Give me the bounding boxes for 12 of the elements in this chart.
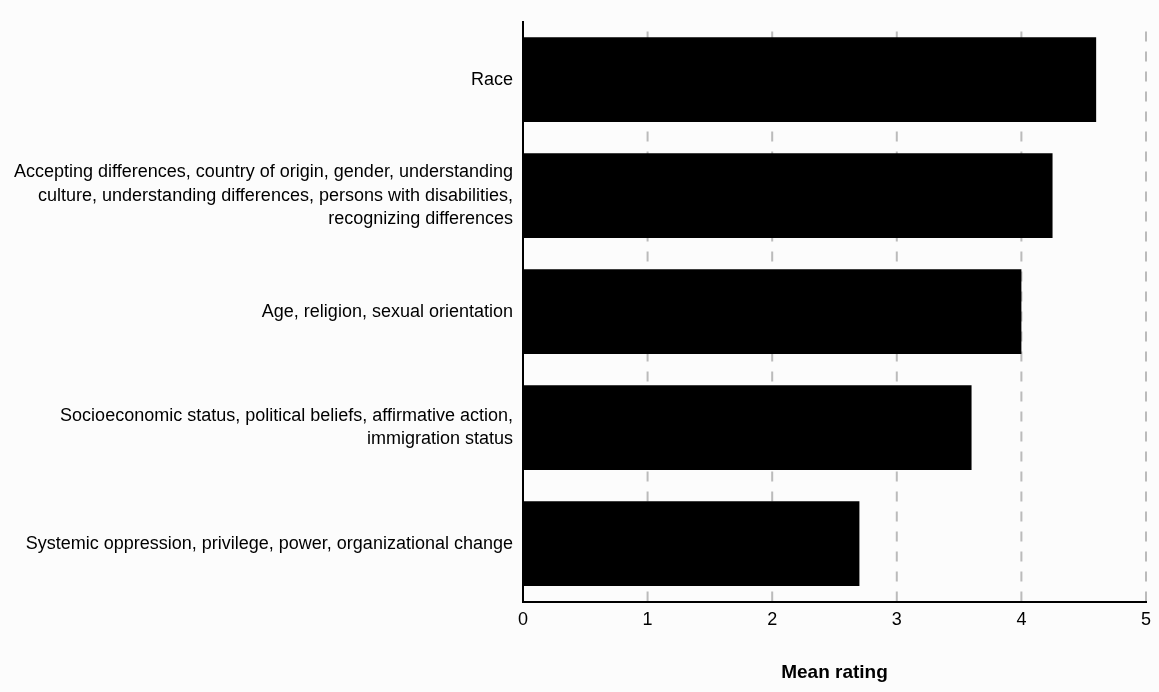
y-tick-label: Age, religion, sexual orientation xyxy=(261,300,513,321)
x-tick-label: 0 xyxy=(517,609,528,630)
x-tick-label: 2 xyxy=(767,609,778,630)
y-tick-label: Race xyxy=(470,68,513,89)
y-tick-label: Socioeconomic status, political beliefs, affirmative action, immigration status xyxy=(60,404,513,449)
x-axis-title: Mean rating xyxy=(781,660,888,682)
x-tick-label: 5 xyxy=(1140,609,1151,630)
x-tick-label: 1 xyxy=(642,609,653,630)
x-tick-label: 3 xyxy=(891,609,902,630)
y-tick-label: Accepting differences, country of origin, gender, understanding culture, understanding differences, persons with disabilities, recognizing differences xyxy=(13,161,513,229)
y-tick-label: Systemic oppression, privilege, power, organizational change xyxy=(25,532,513,553)
x-tick-label: 4 xyxy=(1016,609,1027,630)
